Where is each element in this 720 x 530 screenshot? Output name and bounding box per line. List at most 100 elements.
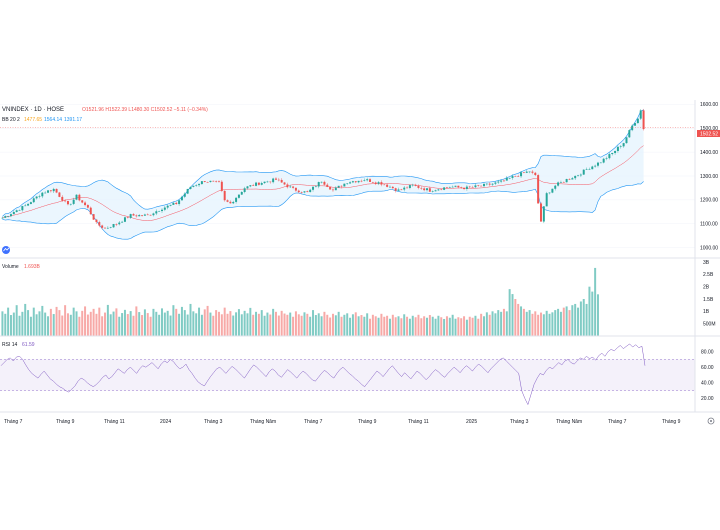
volume-bar: [400, 318, 403, 336]
candle: [602, 158, 605, 163]
bollinger-band-fill: [2, 109, 644, 240]
volume-bar: [126, 314, 129, 336]
volume-bar: [380, 313, 383, 336]
price-axis[interactable]: 1600.00 1500.00 1400.00 1300.00 1200.00 1100.…: [700, 102, 718, 251]
volume-bar: [266, 312, 269, 336]
candle: [274, 178, 277, 180]
candle: [579, 174, 582, 176]
volume-bar: [146, 313, 149, 336]
volume-bar: [101, 316, 104, 336]
candle: [380, 182, 383, 185]
time-tick-label: Tháng 11: [408, 419, 429, 425]
volume-bar: [582, 299, 585, 336]
volume-value: 1.693B: [24, 264, 41, 270]
tradingview-logo[interactable]: [2, 246, 10, 254]
volume-bar: [220, 314, 223, 336]
volume-bar: [98, 307, 101, 336]
candle: [619, 146, 622, 147]
volume-bar: [534, 311, 537, 336]
volume-bar: [232, 315, 235, 336]
volume-bar: [9, 315, 12, 336]
candle: [337, 185, 340, 188]
volume-bar: [594, 267, 597, 336]
candle: [146, 214, 149, 216]
volume-bar: [180, 306, 183, 336]
candle: [309, 189, 312, 193]
rsi-legend[interactable]: RSI 14 61.59: [2, 342, 35, 348]
volume-bar: [408, 318, 411, 336]
candle: [84, 202, 87, 206]
candle: [460, 187, 463, 188]
volume-pane[interactable]: [1, 267, 599, 336]
candle: [24, 205, 27, 207]
candle: [47, 190, 50, 193]
candle: [522, 172, 525, 173]
price-tick-label: 1100.00: [700, 222, 718, 228]
candlestick-series: [1, 108, 645, 230]
candle: [186, 188, 189, 194]
volume-bar: [357, 316, 360, 336]
candle: [594, 165, 597, 167]
rsi-indicator-name[interactable]: RSI 14: [2, 342, 18, 348]
volume-indicator-name[interactable]: Volume: [2, 264, 19, 270]
rsi-line: [0, 343, 646, 406]
candle: [172, 202, 175, 205]
volume-bar: [106, 304, 109, 336]
candle: [614, 150, 617, 153]
candle: [388, 186, 391, 188]
rsi-pane[interactable]: [0, 343, 695, 406]
candle: [517, 176, 520, 177]
volume-bar: [55, 306, 58, 336]
bb-indicator-name[interactable]: BB 20 2: [2, 117, 20, 123]
candle: [554, 185, 557, 189]
rsi-value: 61.59: [22, 342, 35, 348]
candle: [27, 203, 30, 206]
volume-bar: [542, 314, 545, 336]
candle: [371, 181, 374, 183]
volume-bar: [243, 310, 246, 336]
volume-bar: [306, 313, 309, 336]
candle: [118, 222, 121, 225]
candle: [163, 207, 166, 210]
bb-legend[interactable]: BB 20 2 1477.65 1564.14 1391.17: [2, 117, 82, 123]
gear-icon[interactable]: [707, 417, 715, 425]
volume-bar: [326, 314, 329, 336]
volume-bar: [123, 309, 126, 336]
candle: [92, 214, 95, 220]
volume-bar: [531, 313, 534, 336]
time-axis[interactable]: Tháng 7 Tháng 9 Tháng 11 2024 Tháng 3 Tháng N…: [4, 419, 681, 425]
candle: [109, 227, 112, 228]
volume-series: [1, 267, 599, 336]
volume-bar: [528, 310, 531, 336]
candle: [340, 185, 343, 187]
candle: [38, 196, 41, 197]
volume-bar: [577, 307, 580, 336]
volume-bar: [263, 315, 266, 336]
volume-axis[interactable]: 3B 2.5B 2B 1.5B 1B 500M: [703, 260, 716, 328]
volume-bar: [360, 315, 363, 336]
volume-bar: [579, 301, 582, 336]
candle: [217, 181, 220, 182]
price-pane[interactable]: [0, 108, 695, 240]
candle: [243, 188, 246, 192]
volume-bar: [403, 314, 406, 336]
volume-bar: [21, 311, 24, 336]
candle: [505, 177, 508, 181]
volume-bar: [300, 315, 303, 336]
volume-legend[interactable]: Volume 1.693B: [2, 264, 41, 270]
symbol-title[interactable]: VNINDEX · 1D · HOSE: [2, 107, 64, 113]
volume-bar: [1, 311, 4, 336]
candle: [183, 193, 186, 197]
symbol-legend[interactable]: VNINDEX · 1D · HOSE O1521.96 H1522.39 L1…: [2, 107, 208, 113]
candle: [568, 178, 571, 180]
volume-bar: [200, 314, 203, 336]
candle: [557, 182, 560, 186]
rsi-axis[interactable]: 80.00 60.00 40.00 20.00: [701, 349, 714, 402]
candle: [363, 180, 366, 181]
price-tick-label: 1000.00: [700, 245, 718, 251]
volume-bar: [303, 312, 306, 336]
candle: [625, 137, 628, 144]
candle: [591, 166, 594, 170]
candle: [534, 172, 537, 176]
